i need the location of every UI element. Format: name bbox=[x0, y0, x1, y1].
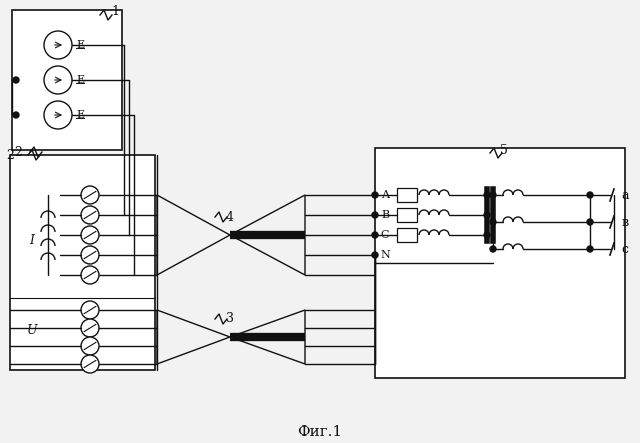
Circle shape bbox=[81, 355, 99, 373]
Text: в: в bbox=[621, 215, 628, 229]
Circle shape bbox=[44, 66, 72, 94]
Text: 3: 3 bbox=[226, 312, 234, 326]
Circle shape bbox=[81, 266, 99, 284]
Bar bbox=[397, 188, 417, 202]
Circle shape bbox=[587, 192, 593, 198]
Text: A: A bbox=[381, 190, 389, 200]
Text: 5: 5 bbox=[500, 144, 508, 156]
Text: I: I bbox=[29, 233, 35, 246]
Text: 4: 4 bbox=[226, 210, 234, 224]
Circle shape bbox=[372, 232, 378, 238]
Text: U: U bbox=[27, 323, 37, 337]
Bar bbox=[375, 148, 625, 378]
Text: B: B bbox=[381, 210, 389, 220]
Circle shape bbox=[44, 31, 72, 59]
Circle shape bbox=[81, 246, 99, 264]
Circle shape bbox=[13, 77, 19, 83]
Bar bbox=[397, 208, 417, 222]
Circle shape bbox=[372, 192, 378, 198]
Bar bbox=[397, 228, 417, 242]
Circle shape bbox=[587, 219, 593, 225]
Circle shape bbox=[587, 246, 593, 252]
Text: C: C bbox=[381, 230, 389, 240]
Text: E: E bbox=[76, 110, 84, 120]
Circle shape bbox=[81, 337, 99, 355]
Text: a: a bbox=[621, 189, 628, 202]
Bar bbox=[12, 10, 122, 150]
Circle shape bbox=[44, 101, 72, 129]
Circle shape bbox=[372, 252, 378, 258]
Text: c: c bbox=[621, 242, 628, 256]
Circle shape bbox=[484, 212, 490, 218]
Circle shape bbox=[81, 206, 99, 224]
Bar bbox=[10, 155, 155, 370]
Circle shape bbox=[490, 219, 496, 225]
Text: Фиг.1: Фиг.1 bbox=[298, 425, 342, 439]
Text: 2: 2 bbox=[14, 145, 22, 159]
Circle shape bbox=[490, 192, 496, 198]
Text: E: E bbox=[76, 75, 84, 85]
Text: 1: 1 bbox=[111, 4, 119, 18]
Circle shape bbox=[81, 186, 99, 204]
Circle shape bbox=[81, 301, 99, 319]
Circle shape bbox=[372, 212, 378, 218]
Circle shape bbox=[484, 232, 490, 238]
Circle shape bbox=[484, 192, 490, 198]
Circle shape bbox=[81, 226, 99, 244]
Text: 2: 2 bbox=[6, 148, 14, 162]
Text: N: N bbox=[380, 250, 390, 260]
Circle shape bbox=[13, 112, 19, 118]
Text: E: E bbox=[76, 40, 84, 50]
Circle shape bbox=[490, 246, 496, 252]
Circle shape bbox=[81, 319, 99, 337]
